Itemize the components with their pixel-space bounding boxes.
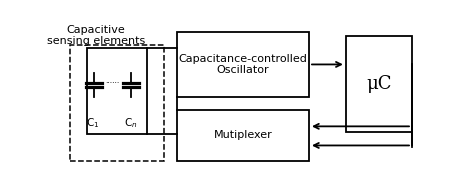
Bar <box>87 48 147 134</box>
Bar <box>177 110 309 161</box>
Bar <box>70 45 164 161</box>
Text: ......: ...... <box>105 77 119 85</box>
Text: Capacitive
sensing elements: Capacitive sensing elements <box>47 25 145 46</box>
Bar <box>346 36 412 132</box>
Text: Capacitance-controlled
Oscillator: Capacitance-controlled Oscillator <box>179 54 307 75</box>
Text: μC: μC <box>366 75 392 93</box>
Text: C$_n$: C$_n$ <box>124 116 137 130</box>
Bar <box>177 32 309 97</box>
Text: C$_1$: C$_1$ <box>86 116 99 130</box>
Text: Mutiplexer: Mutiplexer <box>214 130 272 140</box>
